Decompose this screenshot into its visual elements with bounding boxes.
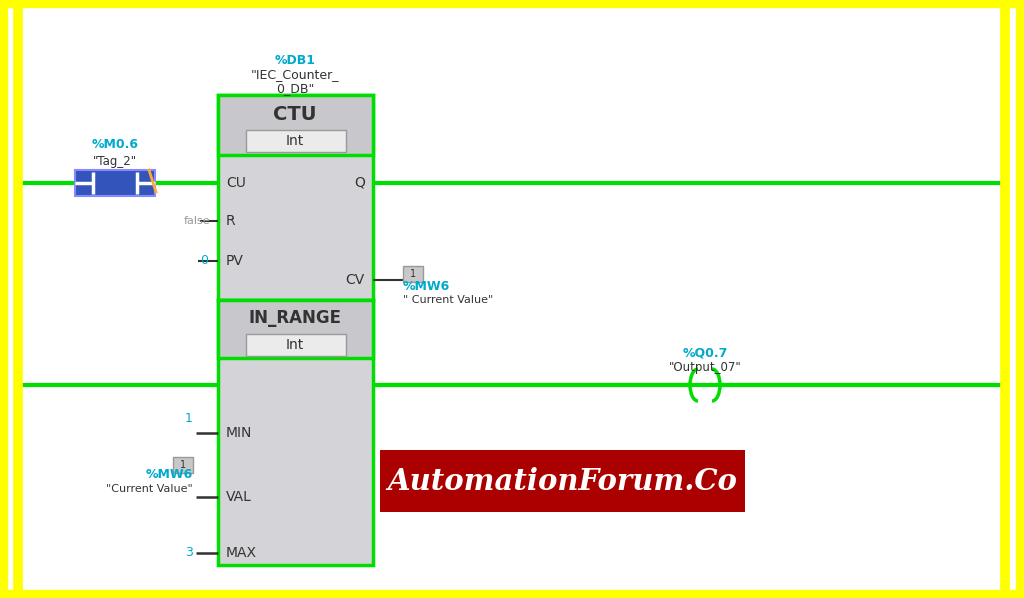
Text: Int: Int [286,338,304,352]
Text: CU: CU [226,176,246,190]
Text: MIN: MIN [226,426,252,440]
Text: AutomationForum.Co: AutomationForum.Co [387,466,737,496]
Text: %Q0.7: %Q0.7 [682,346,728,359]
Text: 0_DB": 0_DB" [275,83,314,96]
Text: "Output_07": "Output_07" [669,362,741,374]
Text: Int: Int [286,134,304,148]
Text: %M0.6: %M0.6 [91,139,138,151]
Text: CTU: CTU [273,105,316,124]
Bar [75,170,155,196]
Text: 1: 1 [180,460,186,470]
Bar [218,300,373,565]
Text: R: R [226,214,236,228]
Text: %MW6: %MW6 [145,468,193,481]
Text: IN_RANGE: IN_RANGE [249,309,341,327]
Text: "Current Value": "Current Value" [106,484,193,494]
Text: 0: 0 [200,255,208,267]
Text: %DB1: %DB1 [274,53,315,66]
Text: 3: 3 [185,547,193,560]
Bar [218,300,373,358]
Text: CV: CV [346,273,365,287]
Text: MAX: MAX [226,546,257,560]
Bar [380,450,745,512]
Text: 1: 1 [410,269,416,279]
Text: 1: 1 [185,411,193,425]
Bar [246,130,346,152]
Text: %MW6: %MW6 [403,279,451,292]
Bar [218,95,373,155]
Bar [218,95,373,300]
Bar [403,266,423,282]
Text: "IEC_Counter_: "IEC_Counter_ [251,69,339,81]
Text: false: false [183,216,210,226]
Bar [173,457,193,473]
Text: VAL: VAL [226,490,252,504]
Text: "Tag_2": "Tag_2" [93,154,137,167]
Text: Q: Q [354,176,365,190]
Bar [246,334,346,356]
Text: PV: PV [226,254,244,268]
Text: " Current Value": " Current Value" [403,295,494,305]
